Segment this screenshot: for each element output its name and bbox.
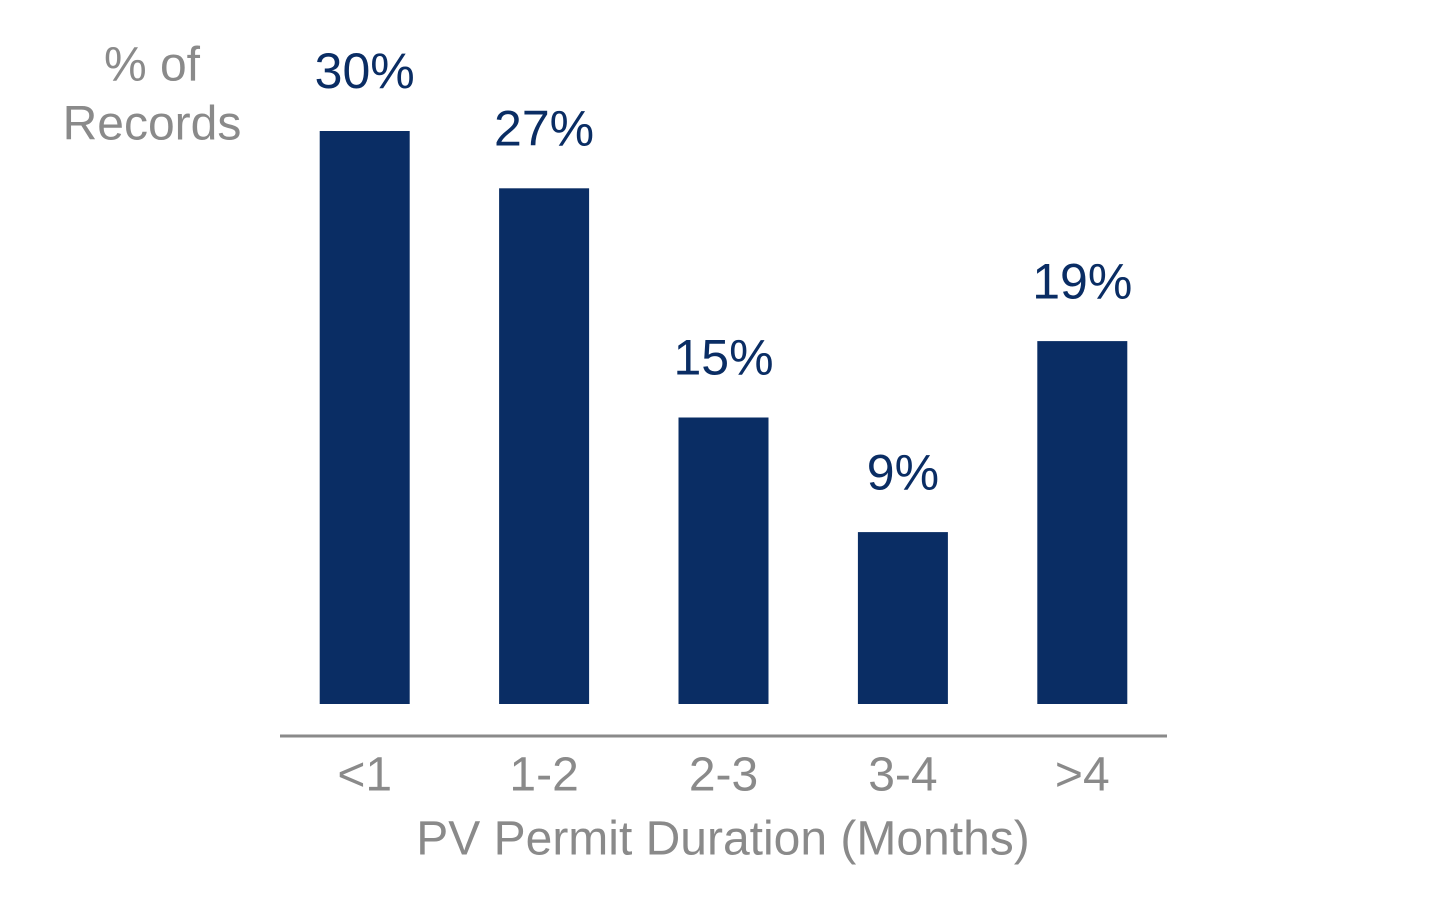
bar [499,188,590,705]
x-tick-label: 3-4 [868,749,937,802]
bar [857,532,948,704]
value-label: 30% [315,43,415,99]
bar [678,417,769,704]
x-tick-label: 2-3 [689,749,758,802]
x-tick-label: >4 [1055,749,1110,802]
y-axis-label: Records [63,98,242,151]
bar [319,131,410,704]
x-tick-label: 1-2 [509,749,578,802]
value-label: 9% [867,444,939,500]
y-axis-label: % of [104,39,201,92]
value-label: 27% [494,101,594,157]
value-label: 19% [1032,253,1132,309]
x-axis-label: PV Permit Duration (Months) [416,813,1030,866]
x-tick-label: <1 [337,749,392,802]
bar [1037,341,1128,704]
value-label: 15% [673,330,773,386]
